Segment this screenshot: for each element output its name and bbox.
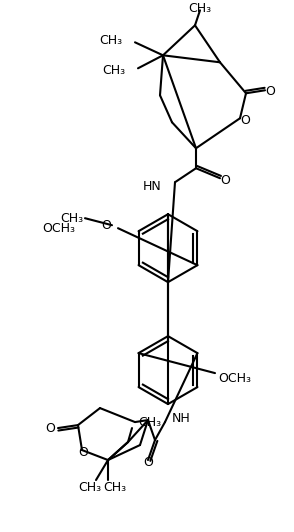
- Text: O: O: [220, 174, 230, 187]
- Text: OCH₃: OCH₃: [218, 371, 251, 385]
- Text: HN: HN: [143, 180, 162, 193]
- Text: O: O: [101, 219, 111, 232]
- Text: CH₃: CH₃: [138, 415, 161, 429]
- Text: O: O: [143, 455, 153, 469]
- Text: CH₃: CH₃: [102, 64, 125, 77]
- Text: CH₃: CH₃: [188, 2, 212, 15]
- Text: O: O: [240, 114, 250, 127]
- Text: CH₃: CH₃: [99, 34, 122, 47]
- Text: O: O: [78, 446, 88, 459]
- Text: O: O: [45, 421, 55, 435]
- Text: CH₃: CH₃: [61, 212, 83, 225]
- Text: OCH₃: OCH₃: [42, 222, 75, 235]
- Text: NH: NH: [172, 412, 191, 425]
- Text: O: O: [265, 85, 275, 98]
- Text: CH₃: CH₃: [103, 480, 126, 494]
- Text: CH₃: CH₃: [78, 480, 101, 494]
